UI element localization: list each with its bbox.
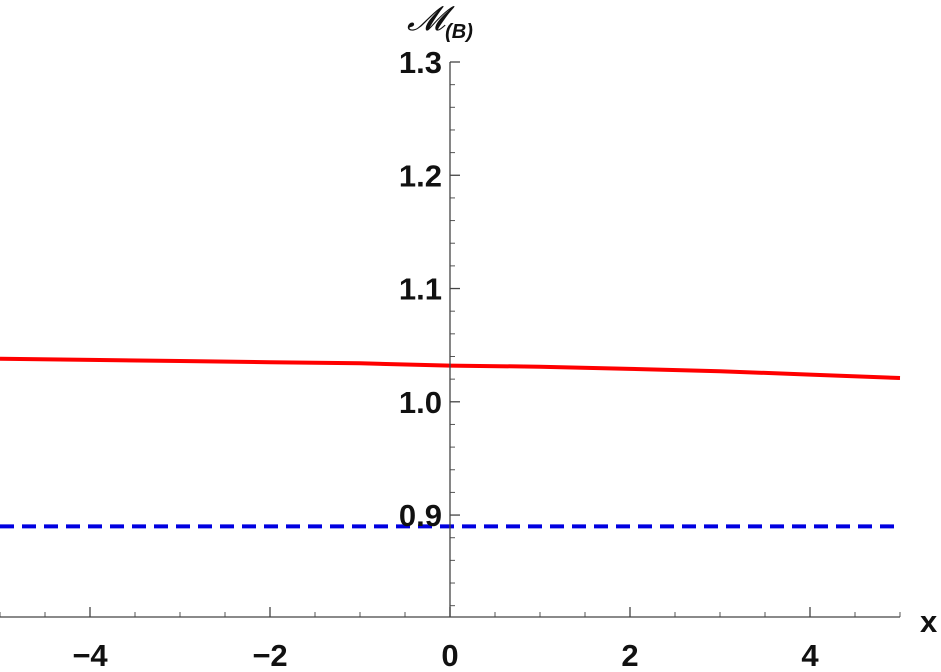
y-tick-label: 1.0	[399, 385, 442, 420]
y-tick-label: 1.3	[399, 45, 442, 80]
x-tick-label: 4	[801, 638, 819, 672]
x-tick-label: 2	[621, 638, 638, 672]
y-tick-label: 1.2	[399, 158, 442, 193]
axes	[0, 62, 900, 618]
minor-ticks	[0, 84, 901, 617]
y-axis-label-subscript: (B)	[445, 21, 473, 43]
tick-labels: −4 −2 0 2 4 0.9 1.0 1.1 1.2 1.3	[72, 45, 819, 672]
y-axis-label: 𝓜(B)	[407, 0, 473, 43]
x-tick-label: 0	[441, 638, 458, 672]
y-tick-label: 0.9	[399, 498, 442, 533]
x-axis-label: x	[920, 604, 938, 639]
major-ticks	[89, 61, 811, 617]
x-tick-label: −2	[252, 638, 287, 672]
x-tick-label: −4	[72, 638, 108, 672]
y-tick-label: 1.1	[399, 272, 442, 307]
